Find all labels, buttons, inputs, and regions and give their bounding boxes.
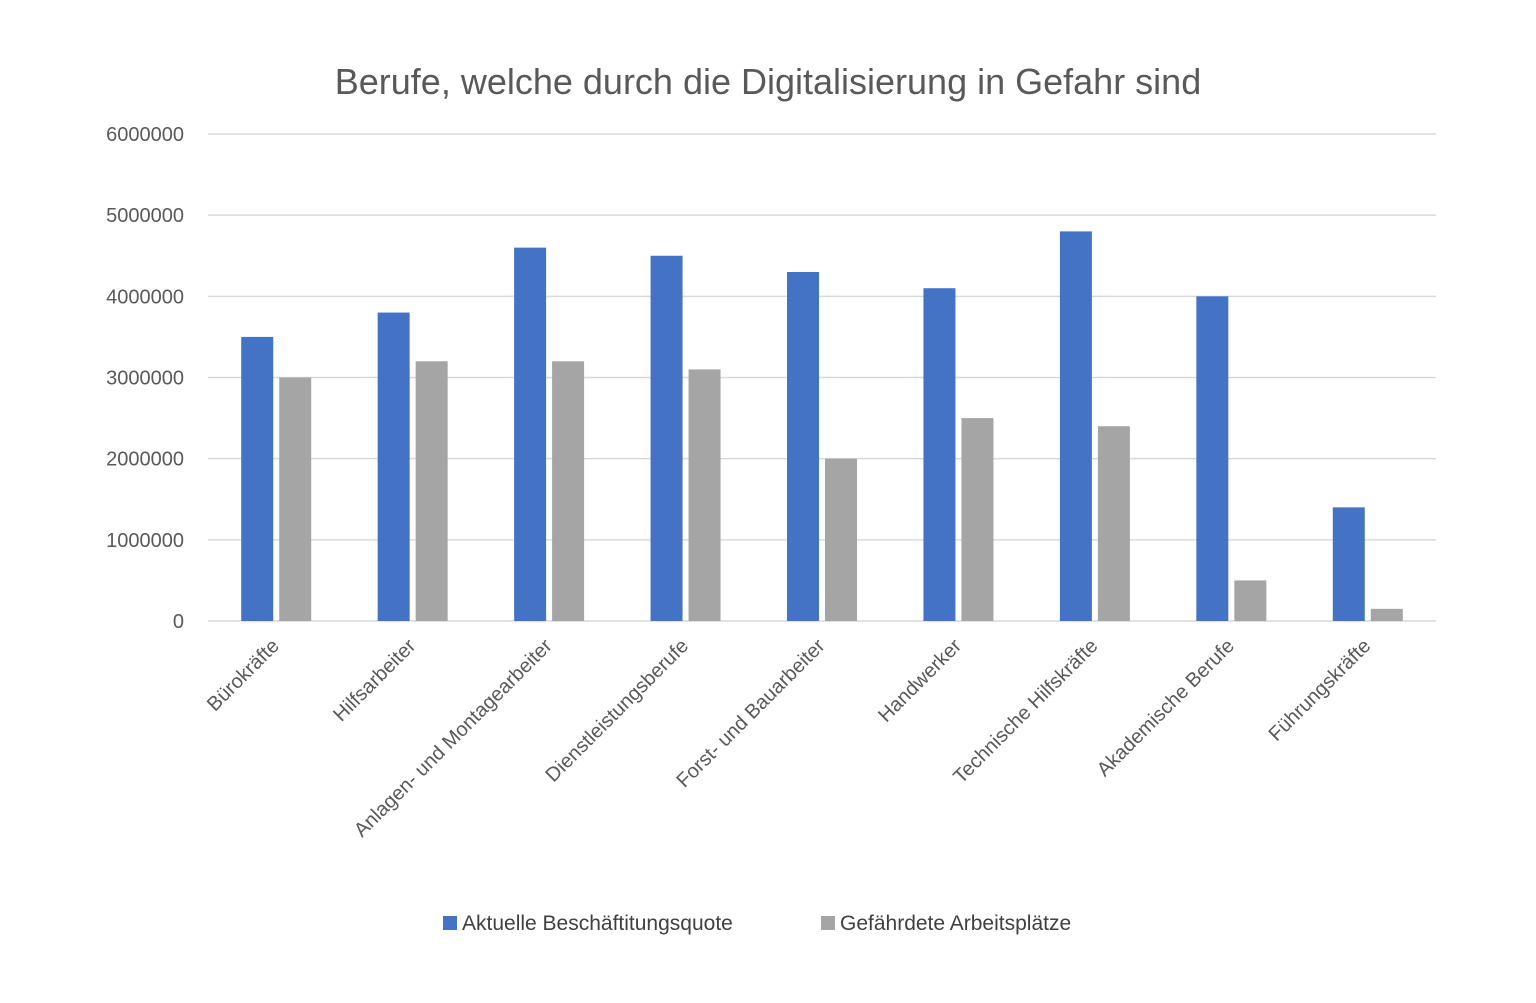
legend: Aktuelle Beschäftitungsquote Gefährdete A… <box>443 912 1071 935</box>
bar-aktuelle <box>1059 231 1092 621</box>
bar-gefaehrdete <box>552 361 585 621</box>
bar-aktuelle <box>377 312 410 621</box>
legend-label: Aktuelle Beschäftitungsquote <box>462 912 733 935</box>
bar-aktuelle <box>1196 296 1229 621</box>
x-tick-label: Führungskräfte <box>1265 635 1376 746</box>
legend-label: Gefährdete Arbeitsplätze <box>840 912 1071 935</box>
bar-gefaehrdete <box>279 377 312 621</box>
bar-gefaehrdete <box>1234 580 1267 621</box>
x-tick-label: Technische Hilfskräfte <box>949 635 1102 788</box>
x-tick-label: Akademische Berufe <box>1093 635 1239 781</box>
y-tick-label: 4000000 <box>106 286 184 308</box>
bar-aktuelle <box>923 288 956 621</box>
bar-aktuelle <box>787 271 819 621</box>
bar-gefaehrdete <box>1097 426 1130 621</box>
gridlines <box>208 133 1436 622</box>
y-tick-label: 5000000 <box>106 205 184 227</box>
legend-swatch <box>443 916 457 930</box>
bar-gefaehrdete <box>825 458 857 621</box>
y-tick-label: 1000000 <box>106 530 184 552</box>
x-tick-label: Handwerker <box>874 635 966 727</box>
y-tick-label: 3000000 <box>106 368 184 390</box>
x-tick-label: Dienstleistungsberufe <box>542 635 694 787</box>
y-tick-label: 2000000 <box>106 449 184 471</box>
x-tick-label: Bürokräfte <box>203 635 284 716</box>
x-tick-label: Forst- und Bauarbeiter <box>672 635 829 792</box>
y-tick-label: 6000000 <box>106 124 184 146</box>
bars <box>241 231 1403 621</box>
bar-gefaehrdete <box>688 369 721 621</box>
bar-aktuelle <box>514 247 547 621</box>
y-tick-label: 0 <box>173 611 184 633</box>
chart-title: Berufe, welche durch die Digitalisierung… <box>335 61 1201 102</box>
y-axis-ticks: 0 1000000 2000000 3000000 4000000 5000000 6000… <box>106 124 184 633</box>
bar-gefaehrdete <box>415 361 448 621</box>
legend-swatch <box>821 916 835 930</box>
bar-gefaehrdete <box>961 418 994 621</box>
bar-aktuelle <box>1332 507 1365 621</box>
bar-gefaehrdete <box>1370 608 1403 621</box>
bar-aktuelle <box>241 336 274 621</box>
x-tick-label: Hilfsarbeiter <box>329 635 420 726</box>
bar-aktuelle <box>650 255 683 621</box>
